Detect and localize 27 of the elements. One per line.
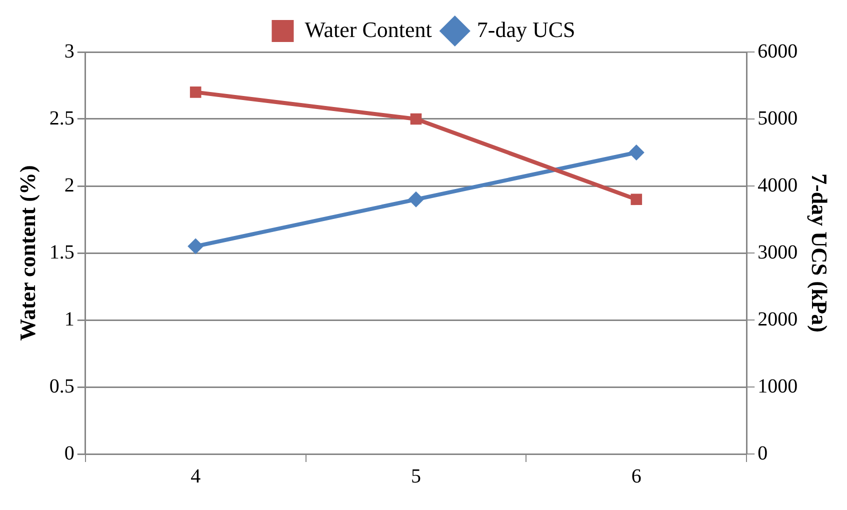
y2-tick-label: 2000 [758, 308, 798, 330]
point [408, 191, 424, 208]
y-tick-label: 0 [64, 442, 74, 464]
y-tick-label: 2 [64, 174, 74, 196]
point [628, 144, 644, 160]
point [410, 113, 422, 125]
y2-tick-label: 5000 [758, 107, 798, 130]
y2-tick-label: 0 [758, 442, 768, 464]
x-tick-label: 5 [411, 465, 421, 488]
y-tick-label: 3 [64, 40, 74, 62]
y2-tick-label: 3000 [758, 241, 798, 264]
y-tick-label: 0.5 [49, 375, 74, 398]
y2-tick-label: 4000 [758, 174, 798, 196]
y-tick-label: 2.5 [49, 107, 74, 130]
legend-label: Water Content [304, 16, 432, 42]
y2-tick-label: 6000 [758, 40, 798, 62]
point [630, 194, 642, 206]
x-tick-label: 6 [631, 465, 642, 488]
point [190, 86, 202, 98]
y2-tick-label: 1000 [758, 375, 798, 398]
y-tick-label: 1 [64, 308, 74, 330]
y-tick-label: 1.5 [49, 241, 74, 264]
x-tick-label: 4 [190, 465, 201, 488]
legend-label: 7-day UCS [476, 16, 576, 42]
point [188, 238, 204, 254]
y2-axis-title: 7-day UCS (kPa) [807, 174, 832, 332]
y-axis-title: Water content (%) [14, 165, 40, 341]
